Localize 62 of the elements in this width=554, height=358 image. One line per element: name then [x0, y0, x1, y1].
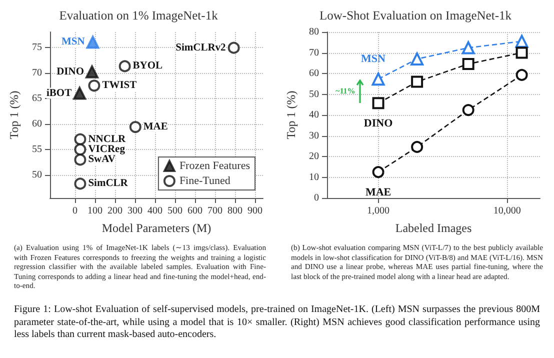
series-label: MSN	[361, 53, 386, 66]
series-label: DINO	[364, 118, 394, 130]
x-tick-label: 500	[168, 206, 182, 216]
x-tick-label: 100	[88, 206, 102, 216]
annotation: iBOT	[46, 88, 72, 99]
point	[74, 133, 86, 146]
y-tick-label: 50	[309, 88, 319, 100]
y-tick-label: 55	[32, 144, 42, 155]
x-tick-label: 300	[128, 206, 142, 216]
annotation: BYOL	[132, 60, 163, 72]
y-tick-label: 40	[309, 110, 319, 120]
y-tick-label: 70	[32, 67, 42, 78]
annotation: SimCLRv2	[176, 42, 226, 54]
caption: Figure 1: Low-shot Evaluation of self-supervised models, pre-trained on ImageNet-1K. (Left) MSN surpasses the previous 800M parameter state-of-the-art, while using a model that is 10× smaller. (Right) MSN achieves good classification performance using less labels than current mask-based auto-encoders.	[14, 304, 540, 342]
y-tick-label: 70	[309, 47, 319, 58]
y-tick-label: 60	[309, 68, 319, 79]
point	[86, 65, 98, 78]
annotation: SwAV	[88, 154, 116, 166]
x-tick-label: 800	[228, 206, 242, 216]
y-tick-label: 60	[32, 118, 42, 130]
annotation: MSN	[61, 36, 86, 48]
x-tick-label: 1,000	[367, 206, 390, 216]
legend-label: Fine-Tuned	[179, 175, 231, 187]
y-tick-label: 20	[309, 151, 319, 162]
x-tick-label: 0	[72, 206, 78, 216]
y-tick-label: 50	[32, 170, 42, 181]
y-tick-label: 75	[32, 42, 42, 53]
x-tick-label: 700	[208, 206, 222, 216]
annotation: MAE	[143, 122, 168, 133]
y-tick-label: 0	[314, 192, 319, 204]
chart-title: Evaluation on 1% ImageNet-1k	[59, 8, 219, 22]
point	[74, 178, 86, 190]
annotation: ~11%	[336, 86, 356, 96]
annotation: SimCLR	[88, 178, 128, 190]
x-tick-label: 400	[148, 206, 162, 216]
y-tick-label: 80	[309, 26, 319, 38]
point	[73, 86, 86, 100]
x-tick-label: 600	[188, 206, 202, 216]
point	[118, 60, 131, 72]
y-tick-label: 10	[309, 172, 319, 183]
x-axis-title: Labeled Images	[395, 221, 472, 235]
point	[74, 143, 86, 156]
point	[88, 80, 100, 92]
y-axis-title: Top 1 (%)	[284, 90, 298, 140]
annotation: DINO	[56, 66, 84, 78]
point	[74, 154, 86, 166]
y-tick-label: 65	[32, 92, 42, 104]
point	[129, 121, 142, 133]
annotation: NNCLR	[88, 134, 126, 145]
y-axis-title: Top 1 (%)	[7, 90, 21, 140]
x-tick-label: 900	[248, 206, 262, 216]
chart-title: Low-Shot Evaluation on ImageNet-1k	[320, 8, 512, 22]
annotation: VICReg	[88, 144, 126, 155]
point	[228, 42, 240, 54]
series-label: MAE	[365, 186, 392, 199]
x-tick-label: 200	[108, 206, 122, 216]
point	[86, 36, 100, 49]
legend-label: Frozen Features	[179, 160, 250, 172]
y-tick-label: 30	[309, 130, 319, 142]
x-axis-title: Model Parameters (M)	[102, 221, 212, 235]
x-tick-label: 10,000	[493, 206, 521, 216]
annotation: TWIST	[102, 80, 137, 92]
